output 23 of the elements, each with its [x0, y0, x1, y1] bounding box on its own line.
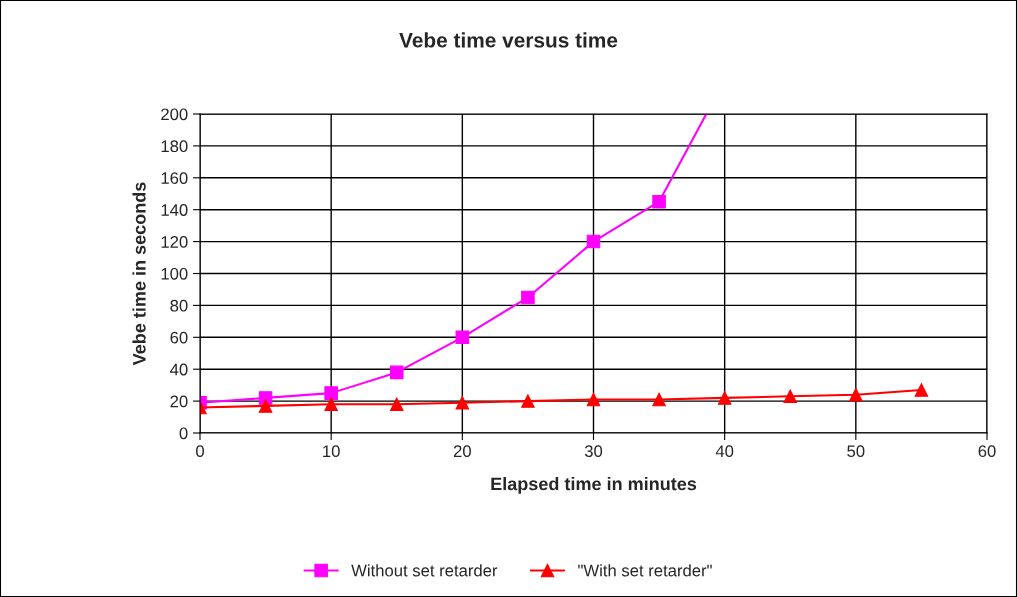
- y-tick-label: 60: [170, 331, 188, 344]
- y-tick-label: 160: [161, 172, 188, 184]
- y-tick-label: 0: [179, 427, 188, 440]
- y-tick-label: 140: [161, 204, 188, 216]
- x-tick-label: 30: [584, 445, 603, 458]
- y-tick-label: 100: [161, 267, 188, 280]
- y-tick-label: 200: [161, 108, 188, 121]
- x-tick-label: 50: [847, 445, 865, 458]
- x-axis-title: Elapsed time in minutes: [491, 477, 697, 494]
- x-tick-label: 10: [323, 445, 340, 458]
- y-tick-label: 180: [161, 140, 188, 153]
- x-tick-label: 0: [196, 445, 204, 458]
- x-tick-label: 60: [978, 445, 996, 458]
- x-tick-label: 40: [715, 445, 734, 458]
- y-tick-label: 80: [170, 299, 188, 312]
- y-tick-label: 40: [170, 363, 188, 376]
- y-axis-title: Vebe time in seconds: [132, 182, 146, 366]
- y-tick-label: 20: [170, 395, 188, 408]
- legend-label: "With set retarder": [578, 564, 712, 577]
- chart-title: Vebe time versus time: [399, 32, 618, 48]
- x-tick-label: 20: [453, 445, 471, 458]
- y-tick-label: 120: [161, 236, 188, 248]
- legend-label: Without set retarder: [351, 564, 498, 577]
